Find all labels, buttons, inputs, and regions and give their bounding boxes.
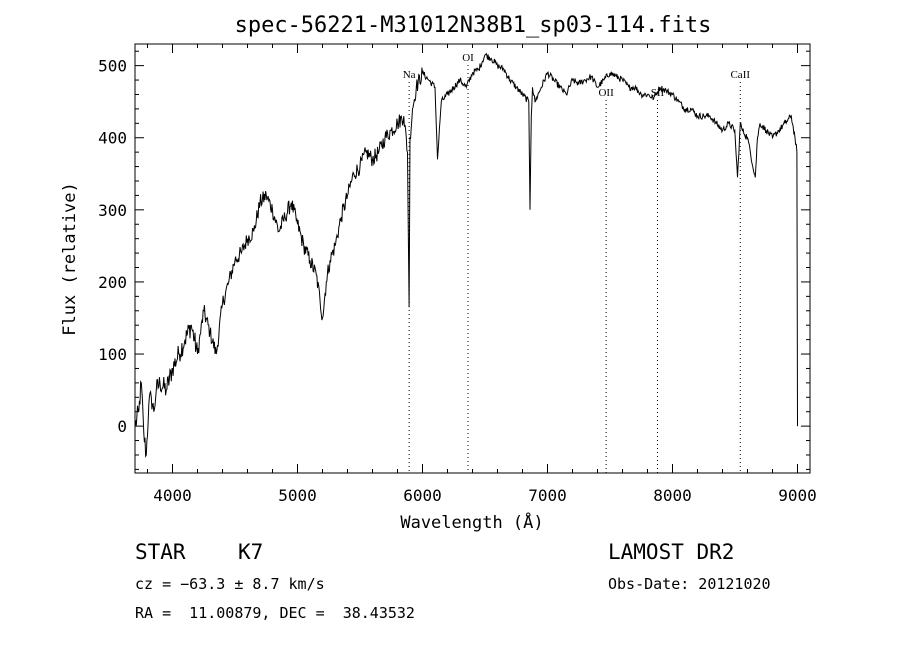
x-axis-label: Wavelength (Å): [400, 511, 543, 533]
x-tick-label: 7000: [528, 486, 567, 505]
x-axis: 4000 5000 6000 7000 8000 9000: [147, 44, 817, 505]
y-tick-label: 300: [98, 201, 127, 220]
line-label: CaII: [730, 69, 750, 81]
x-tick-label: 4000: [153, 486, 192, 505]
coordinates: RA = 11.00879, DEC = 38.43532: [135, 604, 415, 622]
y-axis-label: Flux (relative): [60, 182, 80, 336]
observation-date: Obs-Date: 20121020: [608, 575, 771, 593]
survey-name: LAMOST DR2: [608, 540, 735, 564]
y-tick-label: 400: [98, 129, 127, 148]
x-tick-label: 8000: [653, 486, 692, 505]
chart-title: spec-56221-M31012N38B1_sp03-114.fits: [235, 13, 712, 38]
y-tick-label: 200: [98, 273, 127, 292]
y-tick-label: 100: [98, 345, 127, 364]
spectrum-line: [134, 52, 798, 458]
y-tick-label: 0: [117, 417, 127, 436]
object-subclass: K7: [238, 540, 264, 564]
line-label: OII: [598, 87, 614, 99]
x-tick-label: 5000: [278, 486, 317, 505]
redshift-cz: cz = −63.3 ± 8.7 km/s: [135, 575, 325, 593]
line-label: Na: [403, 69, 416, 81]
object-class: STAR: [135, 540, 186, 564]
line-label: OI: [462, 52, 474, 64]
y-axis: 0 100 200 300 400 500: [98, 50, 810, 470]
x-tick-label: 6000: [403, 486, 442, 505]
x-tick-label: 9000: [778, 486, 817, 505]
y-tick-label: 500: [98, 57, 127, 76]
